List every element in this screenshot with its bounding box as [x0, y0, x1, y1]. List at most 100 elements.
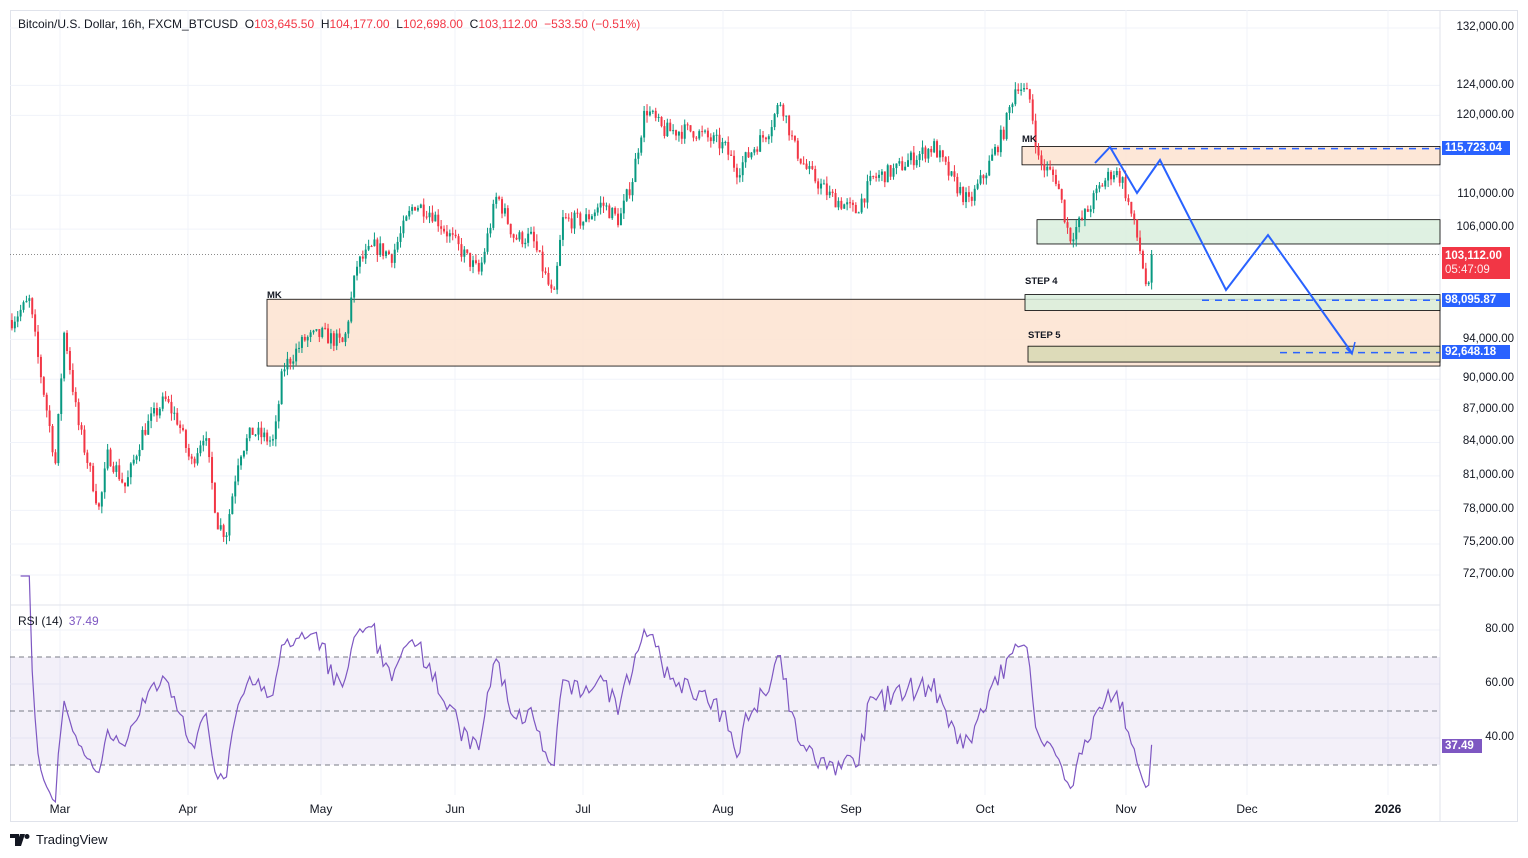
candle-body [414, 207, 417, 211]
candle-body [31, 298, 34, 315]
price-tick: 94,000.00 [1462, 333, 1514, 345]
candle-body [263, 432, 266, 438]
rsi-tick: 60.00 [1485, 677, 1514, 689]
zone-label-mk: MK [267, 290, 282, 301]
candle-body [631, 182, 634, 196]
time-tick: Oct [975, 802, 995, 816]
candle-body [219, 525, 222, 530]
candle-body [715, 134, 718, 136]
candle-body [532, 231, 535, 242]
candle-body [277, 404, 280, 422]
candle-body [947, 161, 950, 176]
candle-body [106, 449, 109, 469]
candle-body [451, 233, 454, 235]
rsi-value: 37.49 [68, 614, 99, 628]
candle-body [19, 309, 22, 317]
candle-body [625, 189, 628, 201]
candle-body [956, 176, 959, 194]
candle-body [1133, 213, 1136, 220]
candle-body [1037, 146, 1040, 156]
candle-body [1023, 88, 1026, 90]
candle-body [469, 252, 472, 267]
candle-body [512, 234, 515, 238]
candle-body [651, 110, 654, 112]
zone-label-mk: MK [1022, 134, 1037, 145]
candle-body [930, 148, 933, 153]
candle-body [445, 231, 448, 237]
candle-body [677, 131, 680, 136]
candle-body [144, 429, 147, 435]
candle-body [1014, 89, 1017, 105]
candle-body [251, 427, 254, 435]
candle-body [756, 149, 759, 152]
candle-body [501, 199, 504, 214]
candle-body [622, 200, 625, 214]
candle-body [550, 284, 553, 289]
candle-body [692, 131, 695, 138]
candle-body [1092, 193, 1095, 210]
tradingview-logo-icon [10, 833, 30, 846]
candle-body [457, 236, 460, 245]
candle-body [327, 328, 330, 344]
low-label: L [396, 17, 403, 31]
candle-body [936, 141, 939, 158]
candle-body [576, 212, 579, 214]
candle-body [399, 233, 402, 242]
candle-body [843, 204, 846, 209]
candle-body [324, 327, 327, 329]
candle-body [950, 171, 953, 176]
candle-body [695, 137, 698, 139]
candle-body [547, 272, 550, 285]
candle-body [402, 220, 405, 234]
candle-body [767, 136, 770, 140]
time-tick: Aug [712, 802, 734, 816]
rsi-header: RSI (14) 37.49 [18, 614, 99, 628]
candle-body [1075, 227, 1078, 240]
candle-body [750, 152, 753, 158]
candle-body [242, 450, 245, 457]
candle-body [208, 438, 211, 458]
candle-body [196, 453, 199, 464]
candle-body [472, 260, 475, 267]
candle-body [408, 210, 411, 217]
candle-body [45, 394, 48, 411]
candle-body [712, 135, 715, 142]
candle-body [51, 426, 54, 453]
candle-body [121, 479, 124, 483]
candle-body [596, 207, 599, 213]
candle-body [1083, 209, 1086, 220]
tradingview-logo[interactable]: TradingView [10, 832, 108, 847]
candle-body [785, 115, 788, 117]
candle-body [1020, 89, 1023, 91]
time-tick: May [309, 802, 333, 816]
close-value: 103,112.00 [478, 17, 538, 31]
candle-body [866, 181, 869, 203]
candle-body [982, 175, 985, 179]
candle-body [176, 412, 179, 425]
candle-body [915, 159, 918, 166]
price-tick: 87,000.00 [1462, 403, 1514, 415]
candle-body [782, 104, 785, 117]
candle-body [347, 321, 350, 334]
candle-body [669, 122, 672, 132]
candle-body [240, 456, 243, 466]
candle-body [518, 232, 521, 240]
candle-body [329, 333, 332, 344]
candle-body [901, 161, 904, 171]
candle-body [895, 163, 898, 169]
candle-body [179, 424, 182, 428]
candle-body [153, 407, 156, 414]
candle-body [535, 241, 538, 251]
candle-body [672, 130, 675, 132]
candle-body [295, 348, 298, 362]
candle-body [321, 327, 324, 337]
candle-body [527, 233, 530, 243]
candle-body [370, 245, 373, 247]
candle-body [60, 378, 63, 414]
candle-body [573, 212, 576, 229]
price-tick: 110,000.00 [1457, 188, 1514, 200]
candle-body [973, 188, 976, 201]
candle-body [86, 452, 89, 463]
candle-body [1025, 88, 1028, 90]
